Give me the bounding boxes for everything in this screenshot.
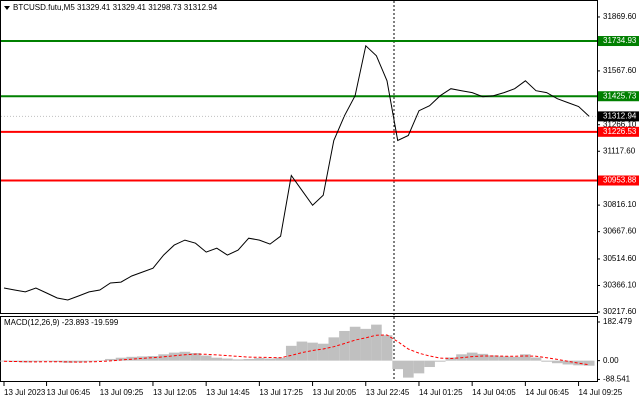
macd-bar bbox=[498, 356, 510, 361]
macd-bar bbox=[434, 360, 446, 362]
x-tick-label: 13 Jul 14:45 bbox=[206, 388, 250, 397]
macd-bar bbox=[317, 343, 329, 361]
macd-bar bbox=[381, 335, 393, 361]
x-tick-label: 13 Jul 09:25 bbox=[100, 388, 144, 397]
level-label: 31226.53 bbox=[603, 127, 637, 136]
y-tick-label: 30217.60 bbox=[603, 307, 637, 316]
macd-bar bbox=[541, 360, 552, 362]
macd-bar bbox=[73, 360, 84, 363]
macd-bar bbox=[115, 357, 127, 361]
macd-bar bbox=[275, 357, 286, 361]
last-price-label: 31312.94 bbox=[603, 111, 637, 120]
y-tick-label: 31567.60 bbox=[603, 66, 637, 75]
macd-bar bbox=[360, 328, 372, 361]
level-label-box bbox=[598, 36, 639, 47]
macd-bar bbox=[392, 360, 403, 370]
macd-bar bbox=[520, 354, 531, 361]
macd-bar bbox=[243, 358, 255, 361]
macd-bar bbox=[222, 358, 233, 361]
main-panel bbox=[0, 0, 598, 314]
macd-bar bbox=[137, 356, 148, 361]
level-label-box bbox=[598, 175, 639, 186]
last-price-box bbox=[598, 111, 639, 122]
macd-bar bbox=[62, 360, 74, 363]
macd-bar bbox=[285, 345, 297, 361]
macd-bar bbox=[211, 357, 223, 361]
macd-bar bbox=[296, 341, 308, 361]
y-tick-label: 182.479 bbox=[603, 317, 632, 326]
macd-bar bbox=[147, 355, 159, 361]
macd-bar bbox=[562, 360, 574, 365]
macd-bar bbox=[190, 353, 201, 361]
x-tick-label: 14 Jul 04:05 bbox=[472, 388, 516, 397]
level-label-box bbox=[598, 91, 639, 102]
macd-bar bbox=[530, 357, 542, 361]
y-tick-label: 31869.60 bbox=[603, 12, 637, 21]
macd-bar bbox=[105, 358, 116, 361]
macd-bar bbox=[445, 357, 457, 361]
macd-bar bbox=[339, 330, 350, 361]
y-tick-label: 0.00 bbox=[603, 356, 619, 365]
macd-bar bbox=[583, 360, 595, 366]
x-tick-label: 13 Jul 2023 bbox=[4, 388, 46, 397]
x-tick-label: 13 Jul 17:25 bbox=[259, 388, 303, 397]
macd-bar bbox=[307, 342, 318, 361]
macd-bar bbox=[424, 360, 435, 368]
x-tick-label: 13 Jul 20:05 bbox=[313, 388, 357, 397]
macd-bar bbox=[41, 360, 52, 362]
x-tick-label: 13 Jul 22:45 bbox=[366, 388, 410, 397]
macd-bar bbox=[30, 360, 42, 362]
macd-bar bbox=[254, 358, 265, 361]
macd-bar bbox=[551, 360, 563, 364]
level-label-box bbox=[598, 126, 639, 137]
macd-bar bbox=[232, 359, 244, 361]
macd-bar bbox=[328, 337, 340, 361]
macd-bar bbox=[509, 356, 521, 361]
y-tick-label: 30366.10 bbox=[603, 281, 637, 290]
macd-bar bbox=[179, 351, 191, 361]
macd-bar bbox=[158, 354, 169, 361]
x-tick-label: 14 Jul 09:25 bbox=[579, 388, 623, 397]
macd-bar bbox=[488, 355, 499, 361]
y-tick-label: -88.541 bbox=[603, 375, 631, 384]
y-tick-label: 30667.60 bbox=[603, 227, 637, 236]
y-tick-label: 31266.10 bbox=[603, 120, 637, 129]
level-label: 31425.73 bbox=[603, 91, 637, 100]
level-label: 31734.93 bbox=[603, 36, 637, 45]
macd-bar bbox=[403, 360, 414, 378]
macd-bar bbox=[413, 360, 425, 374]
x-tick-label: 13 Jul 06:45 bbox=[47, 388, 91, 397]
macd-bar bbox=[264, 358, 276, 361]
y-tick-label: 30816.10 bbox=[603, 200, 637, 209]
chart-title: BTCUSD.futu,M5 31329.41 31329.41 31298.7… bbox=[13, 3, 218, 12]
macd-bar bbox=[349, 326, 361, 361]
y-tick-label: 30514.60 bbox=[603, 254, 637, 263]
x-tick-label: 14 Jul 01:25 bbox=[419, 388, 463, 397]
x-tick-label: 13 Jul 12:05 bbox=[153, 388, 197, 397]
x-tick-label: 14 Jul 06:45 bbox=[525, 388, 569, 397]
level-label: 30953.88 bbox=[603, 176, 637, 185]
macd-title: MACD(12,26,9) -23.893 -19.599 bbox=[4, 318, 119, 327]
macd-bar bbox=[200, 355, 212, 361]
macd-bar bbox=[83, 360, 95, 362]
price-line bbox=[3, 44, 590, 301]
macd-bar bbox=[51, 360, 63, 362]
macd-bar bbox=[573, 360, 584, 366]
macd-bar bbox=[371, 324, 382, 361]
menu-icon bbox=[4, 6, 10, 10]
macd-bar bbox=[477, 353, 489, 361]
y-tick-label: 31117.60 bbox=[603, 146, 636, 155]
macd-bar bbox=[168, 352, 180, 361]
signal-line bbox=[3, 334, 590, 366]
macd-bar bbox=[94, 360, 106, 361]
